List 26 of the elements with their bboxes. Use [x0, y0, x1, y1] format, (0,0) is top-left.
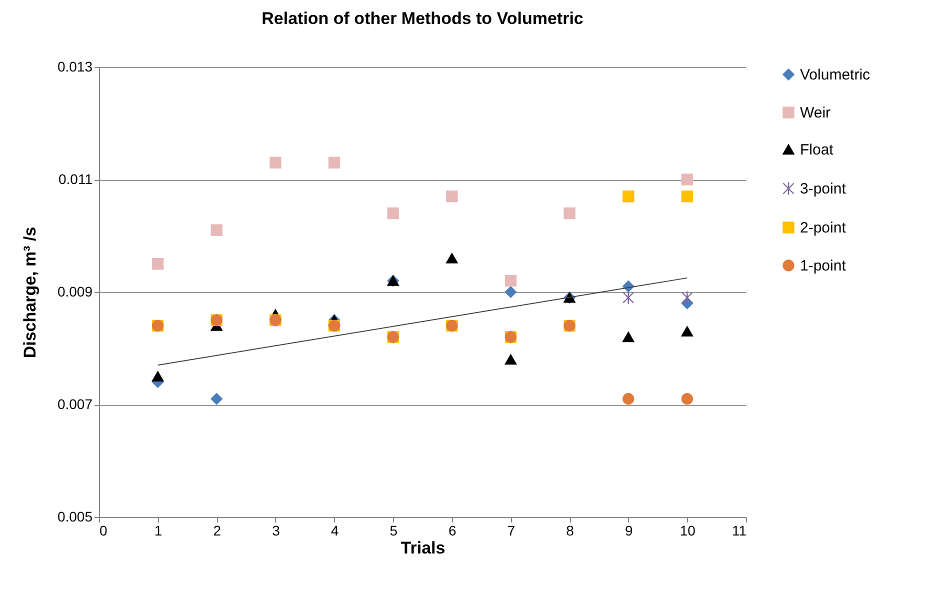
x-tick-label: 9	[624, 522, 633, 538]
x-axis-title: Trials	[400, 538, 446, 558]
legend-label: 2-point	[800, 220, 847, 236]
x-tick-label: 7	[507, 522, 516, 538]
legend-label: Float	[800, 142, 834, 158]
x-tick-label: 10	[680, 522, 696, 538]
legend-label: 3-point	[800, 180, 847, 198]
x-tick-label: 6	[448, 522, 457, 538]
x-tick-label: 3	[272, 522, 280, 538]
x-tick-label: 4	[330, 522, 339, 538]
legend-label: 1-point	[800, 258, 847, 274]
x-tick-label: 0	[100, 522, 108, 538]
x-tick-label: 2	[213, 522, 222, 538]
chart-title: Relation of other Methods to Volumetric	[262, 9, 584, 28]
x-tick-label: 5	[390, 522, 398, 538]
y-tick-label: 0.011	[58, 171, 93, 187]
y-tick-label: 0.013	[57, 58, 93, 74]
legend-label: Weir	[800, 104, 831, 122]
y-tick-label: 0.005	[57, 508, 93, 524]
x-tick-label: 8	[566, 522, 574, 538]
y-tick-label: 0.009	[57, 284, 93, 300]
y-tick-label: 0.007	[57, 396, 93, 412]
x-tick-label: 1	[154, 522, 162, 538]
x-tick-label: 11	[732, 522, 747, 538]
y-axis-title: Discharge, m³ /s	[20, 226, 40, 358]
legend-label: Volumetric	[800, 66, 871, 84]
